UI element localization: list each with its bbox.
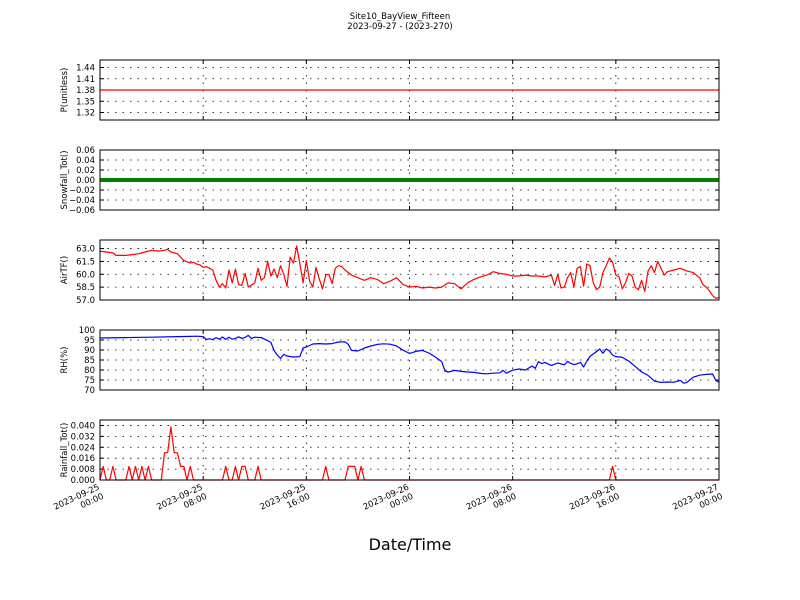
y-tick-label: 0.02 [76,166,95,176]
panel-1: 1.32 1.351.381.411.44 P(unitless) [60,59,720,121]
chart-subtitle: 2023-09-27 - (2023-270) [347,22,452,32]
y-tick-label: 0.016 [71,454,95,464]
y-axis-label: AirTF() [60,256,70,284]
y-tick-label: 0.024 [71,443,95,453]
y-tick-label: 60.0 [76,270,95,280]
panel-2: −0.06−0.04−0.020.000.020.040.06 Snowfall_… [60,146,720,216]
y-axis-label: Rainfall_Tot() [60,423,70,478]
y-tick-label: 75 [84,376,95,386]
y-tick-label: 0.032 [71,432,95,442]
panel-3: 57.0 58.5 60.0 61.5 63.0 AirTF() [60,239,720,306]
axes-frame [99,149,720,211]
series-line [99,334,720,384]
y-tick-label: 1.32 [76,109,95,119]
chart-title: Site10_BayView_Fifteen [350,12,451,22]
y-axis-label: Snowfall_Tot() [60,150,70,209]
y-tick-label: 85 [84,356,95,366]
x-axis-label: Date/Time [369,535,452,554]
axes-frame [99,419,720,481]
y-tick-label: 90 [84,346,95,356]
y-tick-label: 63.0 [76,245,95,255]
y-tick-label: 1.41 [76,75,95,85]
y-tick-label: 61.5 [76,257,95,267]
y-tick-label: 1.44 [76,64,95,74]
y-tick-label: 0.008 [71,465,95,475]
panels: 1.321.351.381.411.44P(unitless)−0.06−0.0… [60,59,720,486]
y-tick-label: 0.040 [71,421,95,431]
series-line [99,426,719,481]
y-tick-label: −0.04 [69,196,95,206]
panel-5: 0.0000.0080.0160.0240.0320.040Rainfall_T… [60,419,720,486]
y-tick-label: 1.35 [76,97,95,107]
y-axis-label: RH(%) [60,346,70,373]
y-tick-label: 58.5 [76,283,95,293]
axes-frame [99,329,720,391]
axes-frame [99,59,720,121]
axes-frame [99,239,720,301]
y-tick-label: −0.06 [69,206,95,216]
y-tick-label: 0.04 [76,156,95,166]
y-tick-label: 95 [84,336,95,346]
y-tick-label: 57.0 [76,296,95,306]
y-tick-label: 70 [84,386,95,396]
y-tick-label: 80 [84,366,95,376]
series-line [99,245,720,299]
y-tick-label: −0.02 [69,186,95,196]
y-tick-label: 0.000 [71,476,95,486]
y-tick-label: 0.00 [76,176,95,186]
y-axis-label: P(unitless) [60,68,70,113]
y-tick-label: 0.06 [76,146,95,156]
y-tick-label: 1.38 [76,86,95,96]
y-tick-label: 100 [79,326,95,336]
